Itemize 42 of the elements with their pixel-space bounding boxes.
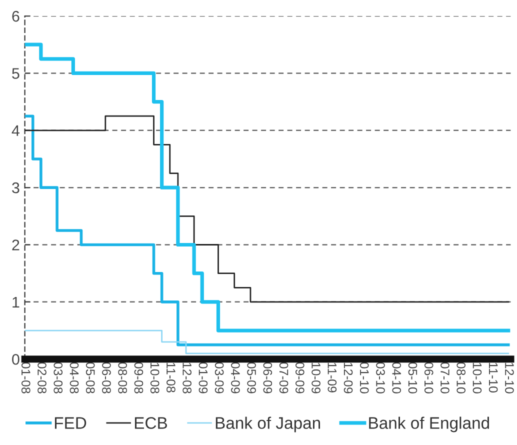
x-tick-label: 06-10: [424, 362, 434, 394]
legend-label: Bank of Japan: [216, 416, 320, 432]
y-tick-label: 4: [12, 125, 20, 136]
x-tick-label: 04-10: [392, 362, 402, 394]
x-tick-label: 05-09: [247, 362, 256, 394]
x-tick-label: 12-09: [344, 362, 353, 394]
x-tick-label: 11-10: [488, 362, 498, 392]
y-tick-label: 2: [12, 240, 20, 250]
x-tick-label: 08-08: [118, 362, 128, 394]
x-tick-label: 12-10: [505, 362, 514, 394]
x-tick-label: 11-08: [166, 362, 176, 392]
x-tick-label: 12-08: [182, 362, 192, 394]
x-tick-label: 10-08: [150, 362, 160, 394]
x-tick-label: 06-08: [102, 362, 111, 394]
y-tick-label: 1: [12, 296, 20, 308]
x-tick-label: 04-09: [231, 362, 240, 394]
legend-label: ECB: [134, 417, 167, 429]
legend-label: FED: [54, 417, 86, 429]
x-tick-label: 11-09: [328, 362, 337, 392]
legend-label: Bank of England: [369, 416, 489, 432]
x-tick-label: 07-09: [279, 362, 288, 394]
x-tick-label: 03-08: [54, 362, 63, 394]
x-tick-label: 08-10: [456, 362, 466, 394]
x-tick-label: 03-10: [376, 362, 385, 394]
y-tick-label: 0: [12, 354, 20, 365]
x-tick-label: 05-10: [408, 362, 418, 394]
x-tick-label: 06-09: [263, 362, 272, 394]
y-tick-label: 6: [12, 10, 20, 22]
x-tick-label: 01-10: [360, 362, 369, 394]
y-tick-label: 3: [12, 182, 20, 194]
x-tick-label: 09-08: [134, 362, 144, 394]
x-tick-label: 10-10: [472, 362, 482, 394]
x-tick-label: 07-10: [440, 362, 450, 394]
x-tick-label: 03-09: [214, 362, 224, 394]
x-tick-label: 09-09: [295, 362, 304, 394]
y-tick-label: 5: [12, 68, 20, 79]
x-tick-label: 01-09: [198, 362, 208, 394]
x-tick-label: 05-08: [86, 362, 95, 394]
x-tick-label: 10-09: [312, 362, 320, 394]
x-tick-label: 01-08: [21, 362, 30, 394]
x-tick-label: 04-08: [70, 362, 79, 394]
x-tick-label: 02-08: [38, 362, 46, 394]
